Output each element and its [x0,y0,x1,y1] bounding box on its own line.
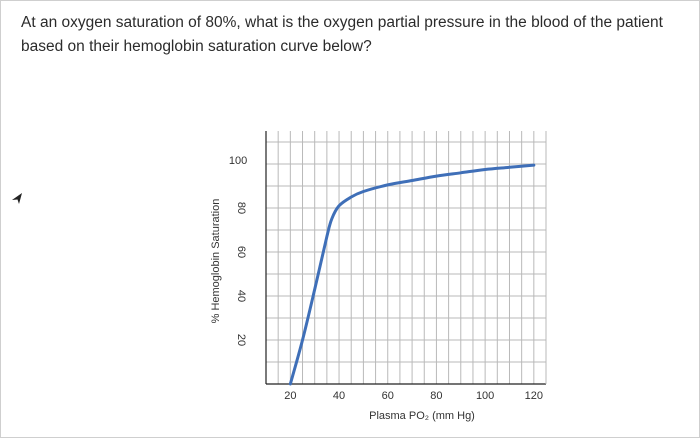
x-tick-label: 80 [430,390,442,402]
axes [265,131,547,385]
y-tick-label: 20 [235,334,247,346]
grid [266,131,546,384]
y-tick-label: 80 [235,202,247,214]
y-tick-labels: 20 40 60 80 100 [229,155,247,346]
x-tick-label: 40 [333,390,345,402]
x-tick-label: 100 [476,390,494,402]
y-axis-label: % Hemoglobin Saturation [210,199,222,324]
x-tick-labels: 20 40 60 80 100 120 [284,390,543,402]
x-tick-label: 20 [284,390,296,402]
y-tick-label: 40 [235,290,247,302]
y-tick-label: 60 [235,246,247,258]
question-text: At an oxygen saturation of 80%, what is … [21,14,663,55]
x-axis-label: Plasma PO₂ (mm Hg) [369,410,475,422]
cursor-arrow-icon [12,193,22,204]
x-tick-label: 60 [382,390,394,402]
y-tick-label: 100 [229,155,247,167]
saturation-curve [288,163,536,386]
curve-layer [288,163,536,386]
x-tick-label: 120 [525,390,543,402]
